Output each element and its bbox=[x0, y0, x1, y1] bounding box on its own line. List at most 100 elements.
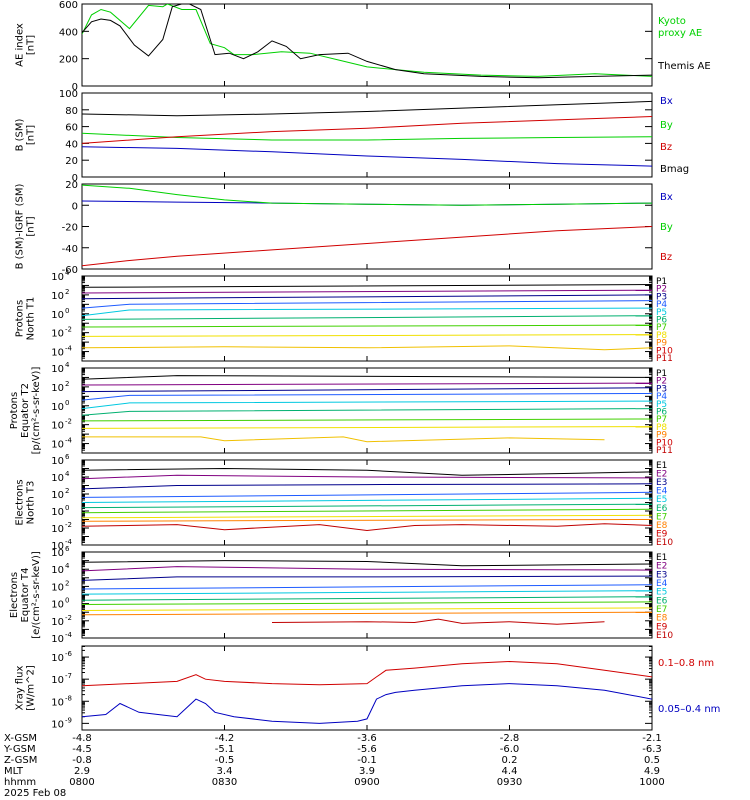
y-tick-exponent: 0 bbox=[65, 504, 69, 512]
legend-entry: E9 bbox=[656, 529, 668, 539]
x-axis-value: -4.8 bbox=[72, 733, 92, 744]
y-axis-label: [p/(cm²-s-sr-keV)] bbox=[31, 367, 42, 455]
series-line-p5 bbox=[82, 400, 652, 410]
y-tick-label: 10 bbox=[51, 507, 64, 518]
y-tick-exponent: -4 bbox=[65, 345, 73, 353]
legend-entry: E2 bbox=[656, 562, 667, 572]
series-group bbox=[82, 560, 652, 625]
series-line-p2 bbox=[82, 289, 652, 294]
x-axis-value: -5.6 bbox=[357, 744, 377, 755]
series-group bbox=[82, 375, 652, 443]
series-line-e3 bbox=[82, 483, 652, 490]
y-tick-label: 80 bbox=[65, 106, 78, 117]
x-axis-value: -0.5 bbox=[215, 755, 235, 766]
y-axis-label: Equator T2 bbox=[20, 383, 31, 438]
plot-date: 2025 Feb 08 bbox=[4, 788, 66, 799]
y-tick-exponent: 0 bbox=[65, 307, 69, 315]
y-tick-exponent: 2 bbox=[65, 487, 69, 495]
series-group bbox=[82, 4, 652, 79]
y-tick-exponent: -7 bbox=[65, 672, 72, 680]
y-tick-label: 0 bbox=[72, 173, 78, 184]
series-line-p8 bbox=[82, 334, 652, 337]
series-line-p9 bbox=[82, 436, 605, 443]
x-axis-value: -5.1 bbox=[215, 744, 235, 755]
panel-3: -60 -40 -20 0 20 B (SM)-IGRF (SM) [nT] Bx By Bz bbox=[15, 180, 673, 276]
legend-entry: E1 bbox=[656, 461, 667, 471]
y-axis-label: [nT] bbox=[26, 125, 37, 145]
series-line-bmag bbox=[82, 100, 652, 117]
series-line-e7 bbox=[82, 601, 652, 605]
y-tick-label: 100 bbox=[59, 89, 78, 100]
series-line-e6 bbox=[82, 503, 652, 509]
y-axis-label: [e/(cm²-s-sr-keV)] bbox=[31, 551, 42, 639]
series-line-0-1-0-8-nm bbox=[82, 660, 652, 687]
panel-frame bbox=[81, 459, 653, 546]
panel-frame bbox=[81, 3, 653, 87]
y-tick-label: 0 bbox=[72, 201, 78, 212]
series-group bbox=[82, 660, 652, 724]
y-tick-label: 10 bbox=[51, 473, 64, 484]
series-line-e3 bbox=[82, 575, 652, 581]
series-line-e10 bbox=[271, 618, 605, 625]
series-line-e7 bbox=[82, 508, 652, 514]
series-line-e6 bbox=[82, 596, 652, 601]
series-group bbox=[82, 184, 652, 267]
legend-entry: P10 bbox=[656, 346, 673, 356]
x-axis-row-label: Z-GSM bbox=[4, 755, 37, 766]
series-line-p1 bbox=[82, 284, 652, 288]
series-line-p5 bbox=[82, 307, 652, 317]
legend-entry: E2 bbox=[656, 470, 667, 480]
x-axis-row-label: X-GSM bbox=[4, 733, 37, 744]
y-tick-label: 10 bbox=[51, 348, 64, 359]
legend-entry: P6 bbox=[656, 316, 667, 326]
series-line-p1 bbox=[82, 375, 652, 380]
legend-entry: E8 bbox=[656, 521, 668, 531]
y-tick-label: 10 bbox=[51, 291, 64, 302]
x-axis-row-label: Y-GSM bbox=[3, 744, 36, 755]
y-tick-exponent: -9 bbox=[65, 716, 72, 724]
series-line-by bbox=[82, 132, 652, 141]
y-tick-label: 10 bbox=[51, 582, 64, 593]
series-line-by bbox=[82, 184, 652, 206]
series-line-e5 bbox=[82, 497, 652, 503]
legend-entry: E4 bbox=[656, 579, 668, 589]
series-line-bz bbox=[82, 226, 652, 267]
x-axis-value: 4.4 bbox=[502, 766, 518, 777]
y-tick-label: 10 bbox=[51, 421, 64, 432]
legend-entry: P3 bbox=[656, 292, 667, 302]
series-line-p7 bbox=[82, 418, 652, 422]
legend-entry: Bz bbox=[660, 252, 672, 263]
legend-entry: E4 bbox=[656, 487, 668, 497]
legend-entry: E7 bbox=[656, 605, 667, 615]
y-tick-label: 10 bbox=[51, 565, 64, 576]
y-tick-label: 40 bbox=[65, 139, 78, 150]
y-tick-exponent: 6 bbox=[65, 453, 70, 461]
panel-2: 0 20 40 60 80 100 B (SM) [nT] Bx By Bz Bmag bbox=[15, 89, 690, 184]
legend-entry: P9 bbox=[656, 431, 667, 441]
legend-entry: P9 bbox=[656, 339, 667, 349]
x-axis-value: -3.6 bbox=[357, 733, 377, 744]
y-tick-exponent: -2 bbox=[65, 521, 72, 529]
x-axis-value: -0.8 bbox=[72, 755, 92, 766]
x-axis-value: 0800 bbox=[69, 777, 94, 788]
x-axis-value: -6.0 bbox=[500, 744, 520, 755]
legend-entry: P8 bbox=[656, 423, 667, 433]
y-tick-label: 10 bbox=[51, 719, 64, 730]
y-axis-label: Electrons bbox=[15, 479, 26, 525]
legend-entry: P1 bbox=[656, 369, 667, 379]
y-tick-label: 600 bbox=[59, 0, 78, 11]
series-line-0-05-0-4-nm bbox=[82, 683, 652, 724]
y-tick-label: 0 bbox=[72, 82, 78, 93]
x-axis-row-label: hhmm bbox=[4, 777, 36, 788]
x-axis-value: 3.9 bbox=[359, 766, 375, 777]
series-line-e4 bbox=[82, 584, 652, 590]
legend-entry: P6 bbox=[656, 408, 667, 418]
y-tick-exponent: -2 bbox=[65, 326, 72, 334]
legend-entry: E10 bbox=[656, 631, 673, 641]
legend-entry: P2 bbox=[656, 285, 667, 295]
legend-entry: By bbox=[660, 222, 673, 233]
series-line-bx bbox=[82, 146, 652, 167]
